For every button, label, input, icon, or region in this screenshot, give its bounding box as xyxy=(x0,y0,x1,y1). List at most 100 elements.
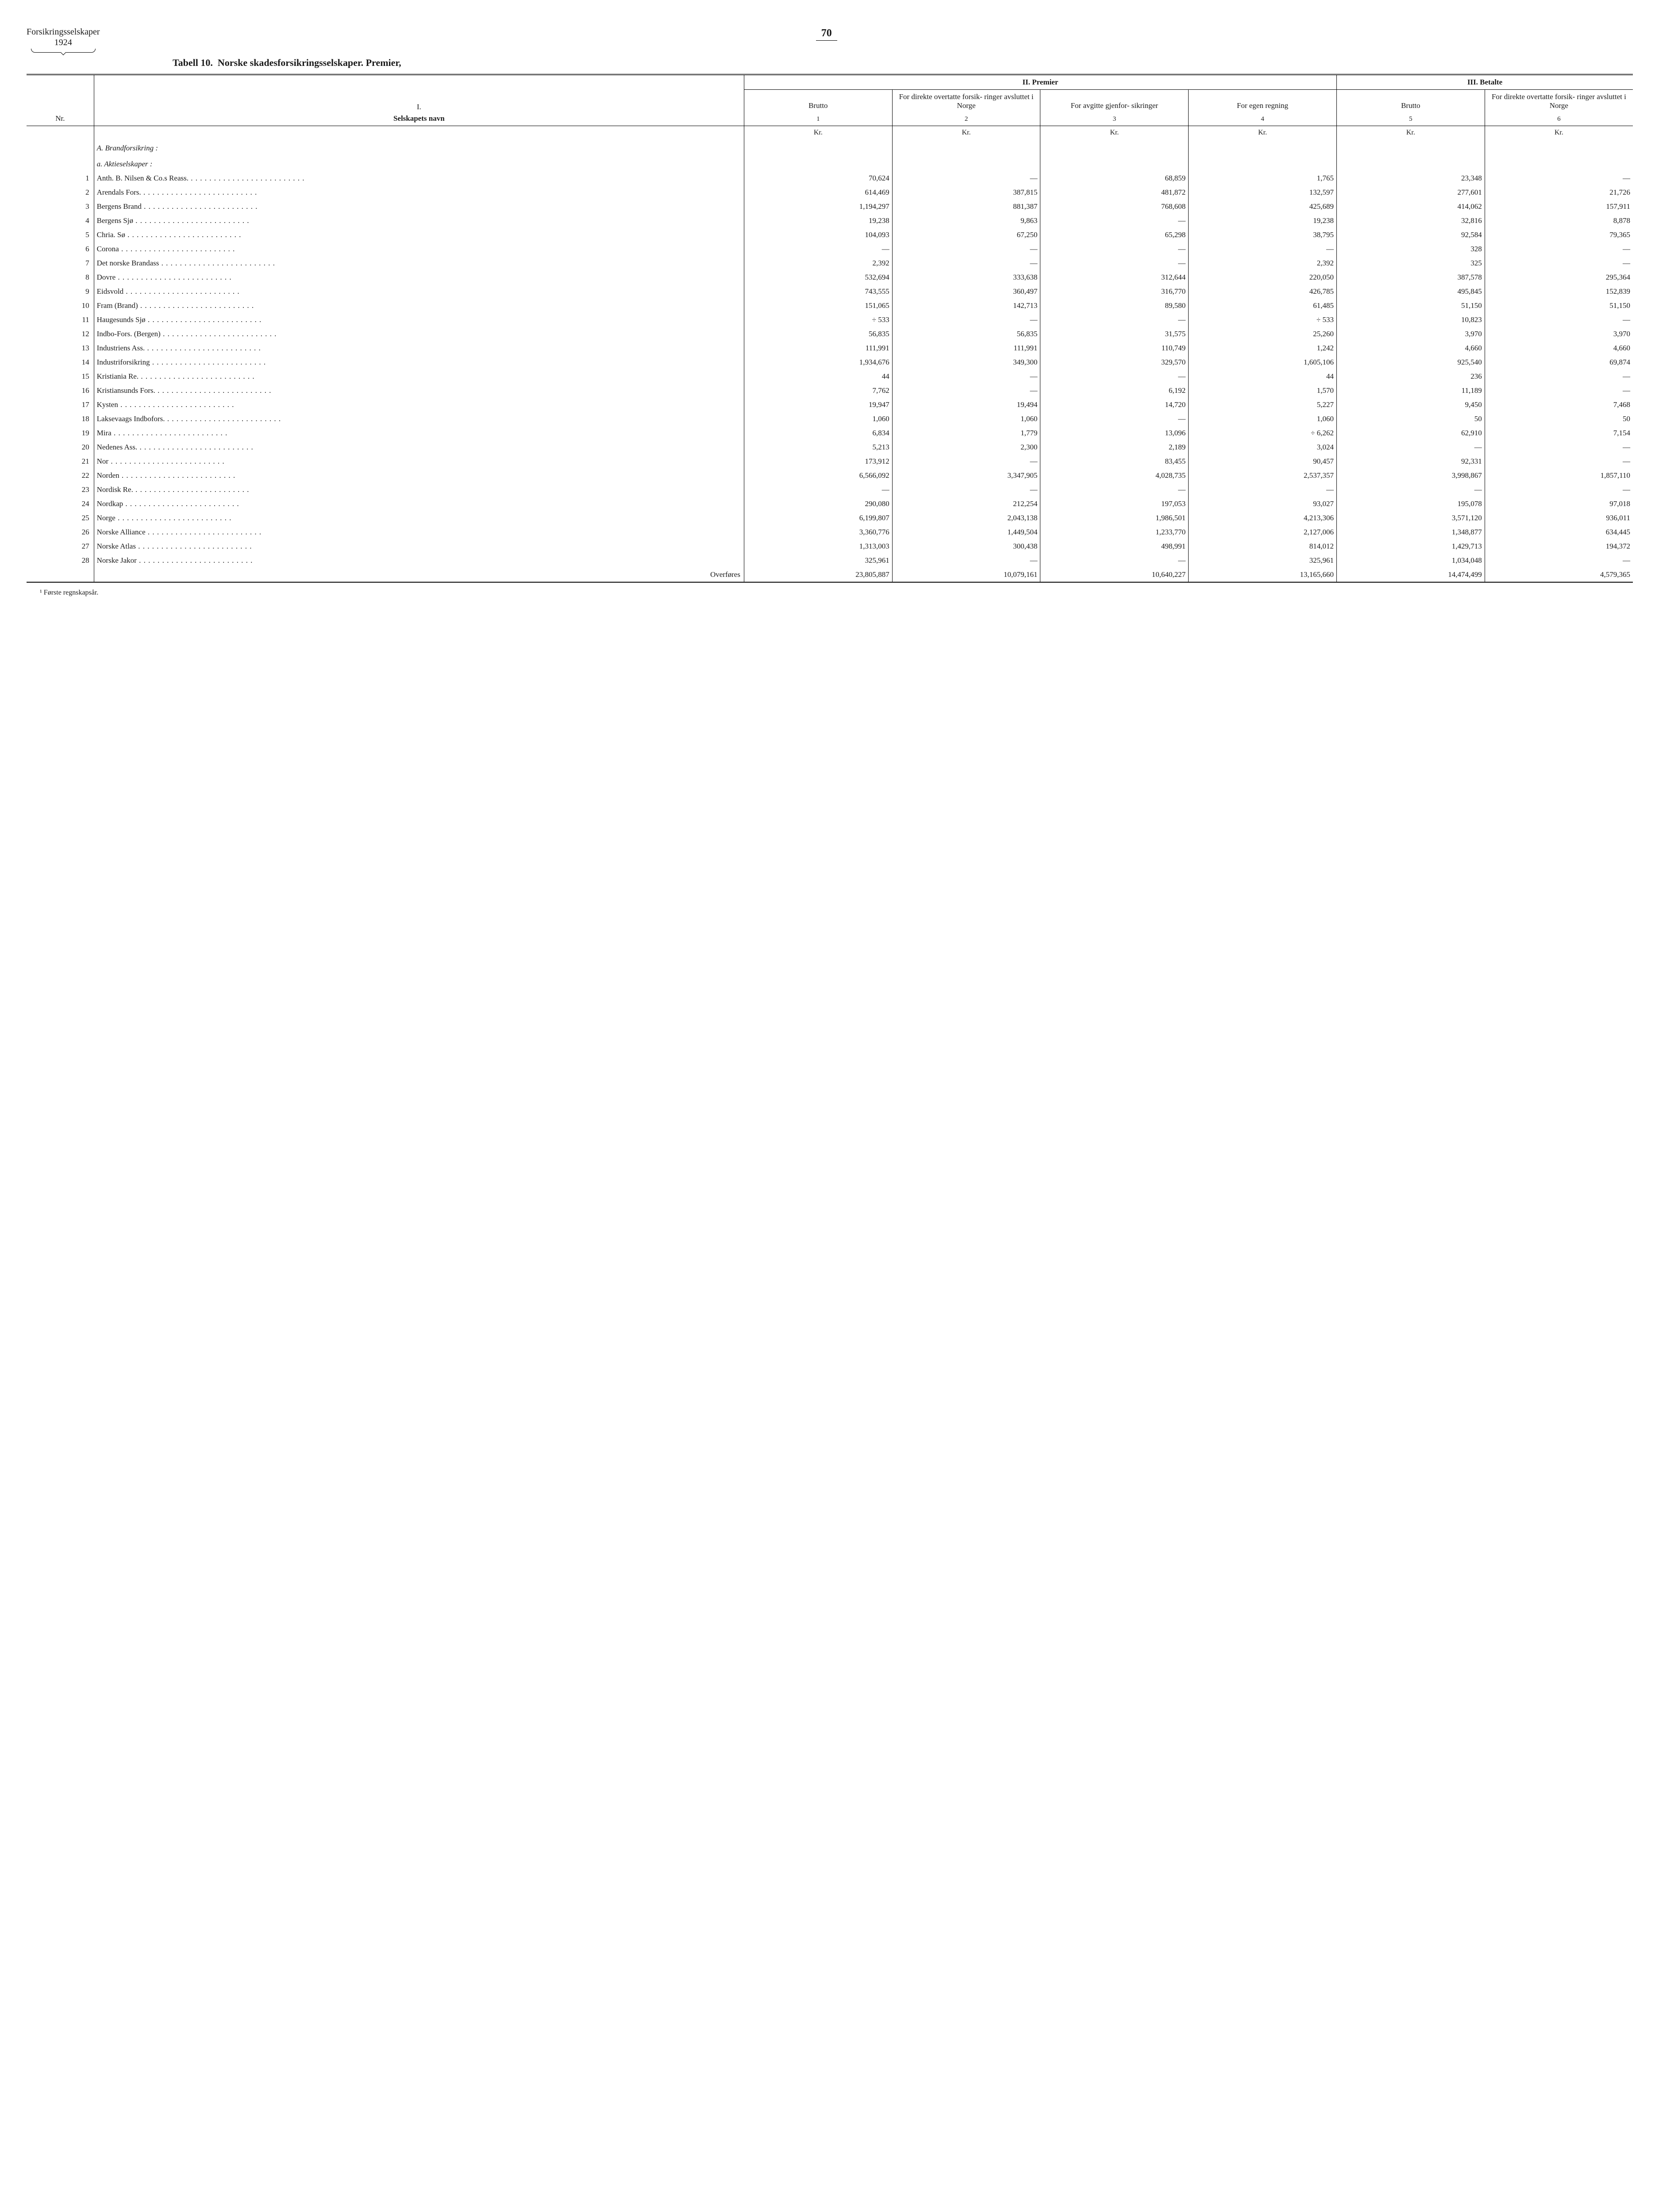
cell-c4: 814,012 xyxy=(1189,539,1337,553)
cell-c4: 61,485 xyxy=(1189,299,1337,313)
cell-c3: 1,233,770 xyxy=(1040,525,1189,539)
cell-nr: 15 xyxy=(27,369,94,384)
cell-c3: 498,991 xyxy=(1040,539,1189,553)
cell-c2: 387,815 xyxy=(892,185,1040,200)
cell-c2: 19,494 xyxy=(892,398,1040,412)
cell-c5: 236 xyxy=(1336,369,1485,384)
cell-c5: 195,078 xyxy=(1336,497,1485,511)
cell-nr: 21 xyxy=(27,454,94,469)
cell-c4: 38,795 xyxy=(1189,228,1337,242)
cell-c4: 4,213,306 xyxy=(1189,511,1337,525)
cell-c2: — xyxy=(892,313,1040,327)
table-row: 26Norske Alliance3,360,7761,449,5041,233… xyxy=(27,525,1633,539)
cell-c4: 2,392 xyxy=(1189,256,1337,270)
unit-3: Kr. xyxy=(1040,126,1189,140)
cell-c6: 634,445 xyxy=(1485,525,1633,539)
cell-nr: 17 xyxy=(27,398,94,412)
carry-c3: 10,640,227 xyxy=(1040,568,1189,582)
col-c4: For egen regning xyxy=(1189,90,1337,113)
cell-name: Fram (Brand) xyxy=(94,299,744,313)
cell-c6: 152,839 xyxy=(1485,284,1633,299)
table-row: 8Dovre532,694333,638312,644220,050387,57… xyxy=(27,270,1633,284)
col-name: I. Selskapets navn xyxy=(94,75,744,126)
cell-c4: — xyxy=(1189,483,1337,497)
section-A: A. Brandforsikring : xyxy=(94,139,744,155)
cell-c3: 1,986,501 xyxy=(1040,511,1189,525)
cell-nr: 22 xyxy=(27,469,94,483)
cell-name: Nordisk Re. xyxy=(94,483,744,497)
cell-c1: 6,566,092 xyxy=(744,469,892,483)
table-row: 13Industriens Ass.111,991111,991110,7491… xyxy=(27,341,1633,355)
cell-nr: 11 xyxy=(27,313,94,327)
cell-c4: 5,227 xyxy=(1189,398,1337,412)
cell-c4: 426,785 xyxy=(1189,284,1337,299)
header-left: Forsikringsselskaper 1924 xyxy=(27,27,100,53)
cell-nr: 23 xyxy=(27,483,94,497)
cell-c6: — xyxy=(1485,553,1633,568)
header-brace xyxy=(31,49,96,53)
cell-c5: — xyxy=(1336,440,1485,454)
cell-c1: 70,624 xyxy=(744,171,892,185)
col-nr: Nr. xyxy=(27,75,94,126)
cell-c5: 92,584 xyxy=(1336,228,1485,242)
cell-c6: 3,970 xyxy=(1485,327,1633,341)
cell-c4: 1,765 xyxy=(1189,171,1337,185)
cell-c3: 197,053 xyxy=(1040,497,1189,511)
header-year: 1924 xyxy=(27,37,100,48)
table-row: 17Kysten19,94719,49414,7205,2279,4507,46… xyxy=(27,398,1633,412)
table-row: 27Norske Atlas1,313,003300,438498,991814… xyxy=(27,539,1633,553)
cell-nr: 25 xyxy=(27,511,94,525)
table-row: 5Chria. Sø104,09367,25065,29838,79592,58… xyxy=(27,228,1633,242)
cell-name: Norske Alliance xyxy=(94,525,744,539)
col-c3: For avgitte gjenfor- sikringer xyxy=(1040,90,1189,113)
cell-nr: 19 xyxy=(27,426,94,440)
cell-c3: 768,608 xyxy=(1040,200,1189,214)
cell-c1: 614,469 xyxy=(744,185,892,200)
cell-name: Det norske Brandass xyxy=(94,256,744,270)
cell-name: Corona xyxy=(94,242,744,256)
table-row: 4Bergens Sjø19,2389,863—19,23832,8168,87… xyxy=(27,214,1633,228)
cell-c2: 3,347,905 xyxy=(892,469,1040,483)
cell-c2: — xyxy=(892,483,1040,497)
cell-c5: 414,062 xyxy=(1336,200,1485,214)
cell-name: Eidsvold xyxy=(94,284,744,299)
cell-c3: — xyxy=(1040,483,1189,497)
cell-c1: 1,313,003 xyxy=(744,539,892,553)
cell-c5: 325 xyxy=(1336,256,1485,270)
cell-c1: 56,835 xyxy=(744,327,892,341)
cell-name: Bergens Sjø xyxy=(94,214,744,228)
cell-c2: 1,449,504 xyxy=(892,525,1040,539)
cell-c5: 925,540 xyxy=(1336,355,1485,369)
cell-c5: 4,660 xyxy=(1336,341,1485,355)
cell-c1: 104,093 xyxy=(744,228,892,242)
cell-c6: 97,018 xyxy=(1485,497,1633,511)
table-row: 14Industriforsikring1,934,676349,300329,… xyxy=(27,355,1633,369)
cell-c6: 194,372 xyxy=(1485,539,1633,553)
cell-c2: 111,991 xyxy=(892,341,1040,355)
cell-c5: 3,571,120 xyxy=(1336,511,1485,525)
cell-name: Chria. Sø xyxy=(94,228,744,242)
cell-c6: 21,726 xyxy=(1485,185,1633,200)
cell-c2: 1,779 xyxy=(892,426,1040,440)
cell-c1: 44 xyxy=(744,369,892,384)
cell-c3: 2,189 xyxy=(1040,440,1189,454)
cell-c1: 290,080 xyxy=(744,497,892,511)
table-body: A. Brandforsikring : a. Aktieselskaper :… xyxy=(27,139,1633,582)
cell-c6: — xyxy=(1485,242,1633,256)
cell-c4: — xyxy=(1189,242,1337,256)
cell-name: Arendals Fors. xyxy=(94,185,744,200)
cell-c3: 68,859 xyxy=(1040,171,1189,185)
cell-c1: 1,934,676 xyxy=(744,355,892,369)
cell-c3: 481,872 xyxy=(1040,185,1189,200)
cell-c2: 67,250 xyxy=(892,228,1040,242)
cell-c5: 23,348 xyxy=(1336,171,1485,185)
cell-c2: — xyxy=(892,369,1040,384)
cell-c4: 44 xyxy=(1189,369,1337,384)
table-row: 19Mira6,8341,77913,096÷ 6,26262,9107,154 xyxy=(27,426,1633,440)
cell-c6: 50 xyxy=(1485,412,1633,426)
cell-c2: 333,638 xyxy=(892,270,1040,284)
table-row: 21Nor173,912—83,45590,45792,331— xyxy=(27,454,1633,469)
cell-c2: 349,300 xyxy=(892,355,1040,369)
cell-c5: 10,823 xyxy=(1336,313,1485,327)
cell-c5: 50 xyxy=(1336,412,1485,426)
